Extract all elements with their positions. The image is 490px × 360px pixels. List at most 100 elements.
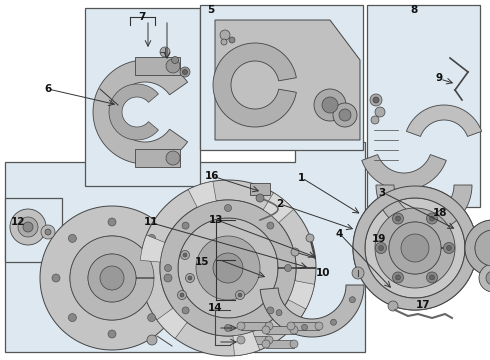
Bar [135, 57, 180, 75]
Text: 15: 15 [195, 257, 210, 267]
Circle shape [395, 216, 400, 221]
Circle shape [186, 274, 195, 283]
Polygon shape [160, 200, 296, 336]
Circle shape [375, 107, 385, 117]
Circle shape [290, 326, 298, 334]
Circle shape [265, 336, 273, 344]
Circle shape [166, 59, 180, 73]
Circle shape [196, 236, 260, 300]
Circle shape [315, 322, 323, 330]
Circle shape [108, 218, 116, 226]
Text: 9: 9 [436, 73, 443, 84]
Circle shape [182, 69, 188, 75]
Circle shape [221, 39, 227, 45]
Circle shape [395, 275, 400, 280]
Text: 12: 12 [10, 217, 25, 227]
Circle shape [188, 276, 192, 280]
Circle shape [267, 222, 274, 229]
Circle shape [108, 330, 116, 338]
Polygon shape [5, 142, 365, 352]
Text: 7: 7 [138, 12, 146, 22]
Polygon shape [70, 236, 154, 320]
Circle shape [45, 229, 51, 235]
Polygon shape [288, 281, 315, 309]
Bar [266, 340, 294, 348]
Circle shape [465, 220, 490, 276]
Circle shape [443, 243, 455, 253]
Circle shape [265, 322, 273, 330]
Circle shape [330, 319, 337, 325]
Circle shape [349, 297, 355, 303]
Circle shape [69, 234, 76, 242]
Text: 13: 13 [208, 215, 223, 225]
Circle shape [353, 186, 477, 310]
Circle shape [18, 217, 38, 237]
Polygon shape [140, 235, 165, 262]
Circle shape [262, 326, 270, 334]
Circle shape [224, 324, 231, 332]
Circle shape [10, 209, 46, 245]
Circle shape [237, 322, 245, 330]
Bar [135, 149, 180, 167]
Circle shape [426, 213, 438, 224]
Polygon shape [465, 220, 490, 276]
Bar [250, 183, 270, 195]
Circle shape [306, 234, 314, 242]
Bar [291, 322, 319, 330]
Text: 16: 16 [205, 171, 220, 181]
Circle shape [52, 274, 60, 282]
Circle shape [371, 116, 379, 124]
Polygon shape [215, 20, 360, 140]
Circle shape [147, 234, 156, 242]
Bar [266, 326, 294, 334]
Circle shape [172, 57, 178, 63]
Circle shape [262, 340, 270, 348]
Circle shape [388, 301, 398, 311]
Circle shape [392, 272, 403, 283]
Circle shape [401, 234, 429, 262]
Circle shape [177, 291, 187, 300]
Circle shape [333, 103, 357, 127]
Circle shape [314, 89, 346, 121]
Polygon shape [93, 60, 188, 164]
Polygon shape [353, 186, 477, 310]
Polygon shape [406, 105, 482, 136]
Polygon shape [263, 193, 294, 222]
Text: 4: 4 [336, 229, 343, 239]
Circle shape [479, 264, 490, 292]
Circle shape [178, 218, 278, 318]
Circle shape [375, 243, 387, 253]
Circle shape [430, 275, 435, 280]
Text: 5: 5 [207, 5, 214, 15]
Circle shape [229, 37, 235, 43]
Circle shape [256, 194, 264, 202]
Circle shape [430, 216, 435, 221]
Polygon shape [376, 185, 472, 233]
Circle shape [165, 265, 172, 271]
Circle shape [446, 246, 451, 251]
Text: 14: 14 [208, 303, 223, 313]
Circle shape [213, 253, 243, 283]
Circle shape [164, 274, 172, 282]
Circle shape [475, 230, 490, 266]
Circle shape [147, 335, 157, 345]
Bar [85, 8, 200, 186]
Circle shape [160, 47, 170, 57]
Bar [200, 5, 363, 150]
Text: 8: 8 [411, 5, 417, 15]
Text: 18: 18 [433, 208, 448, 219]
Text: 2: 2 [276, 199, 283, 210]
Circle shape [290, 340, 298, 348]
Circle shape [378, 246, 384, 251]
Polygon shape [213, 43, 296, 127]
Circle shape [352, 267, 364, 279]
Circle shape [392, 213, 403, 224]
Circle shape [224, 204, 231, 212]
Text: 10: 10 [316, 267, 331, 278]
Polygon shape [40, 206, 184, 350]
Polygon shape [188, 181, 216, 207]
Circle shape [486, 271, 490, 285]
Circle shape [147, 314, 156, 321]
Circle shape [220, 30, 230, 40]
Circle shape [373, 97, 379, 103]
